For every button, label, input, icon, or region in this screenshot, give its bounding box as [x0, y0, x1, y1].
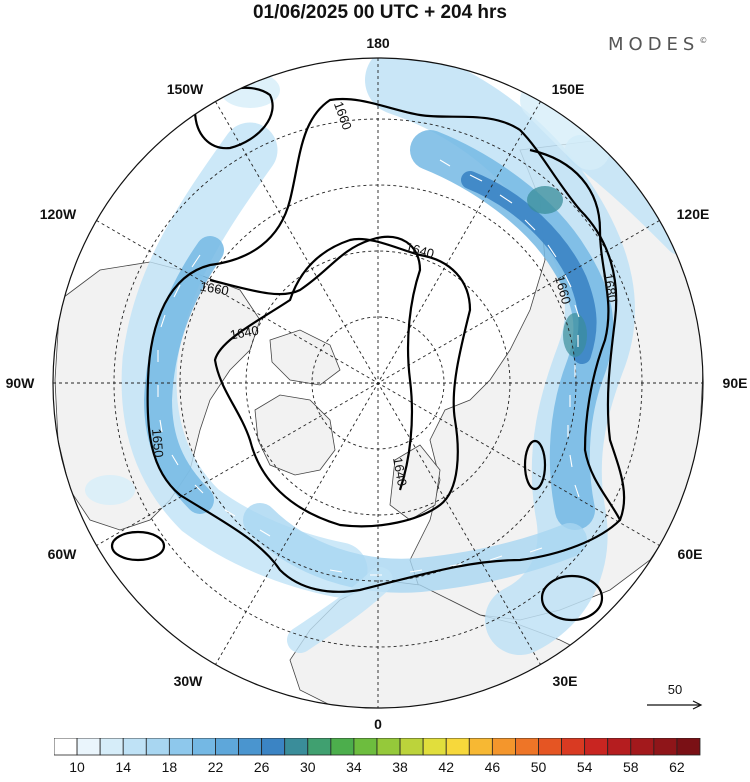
colorbar: 10141822263034384246505458626670	[54, 738, 701, 775]
colorbar-label: 26	[254, 759, 270, 775]
colorbar-swatch	[515, 738, 539, 756]
contour-labels: 1660 1660 1640 1640 1640 1660 1680 1650	[149, 100, 620, 488]
colorbar-label: 34	[346, 759, 362, 775]
colorbar-label: 10	[69, 759, 85, 775]
contour-1680	[529, 148, 621, 521]
lon-label-30e: 30E	[553, 673, 578, 689]
wind-speed-shading	[85, 58, 695, 655]
contour-label-1660-b: 1660	[199, 279, 230, 299]
contour-1640-middle	[209, 235, 422, 491]
map-title: 01/06/2025 00 UTC + 204 hrs	[252, 2, 508, 23]
map-border	[52, 57, 704, 709]
land-scandinavia	[389, 444, 441, 521]
lon-label-60e: 60E	[678, 546, 703, 562]
colorbar-swatch	[422, 738, 447, 756]
lon-label-60w: 60W	[48, 546, 78, 562]
lon-label-120w: 120W	[40, 206, 77, 222]
wind-vectors	[157, 159, 580, 576]
colorbar-swatches	[54, 738, 701, 756]
colorbar-swatch	[561, 738, 586, 756]
colorbar-label: 30	[300, 759, 316, 775]
colorbar-swatch	[376, 738, 401, 756]
colorbar-label: 14	[115, 759, 131, 775]
colorbar-label: 62	[669, 759, 685, 775]
graticule	[53, 58, 703, 708]
colorbar-label: 46	[485, 759, 501, 775]
land-arctic-islands	[269, 329, 341, 386]
colorbar-label: 50	[531, 759, 547, 775]
colorbar-swatch	[307, 738, 332, 756]
contour-label-1650: 1650	[149, 428, 166, 458]
colorbar-swatch	[145, 738, 170, 756]
colorbar-swatch	[353, 738, 378, 756]
colorbar-swatch	[491, 738, 516, 756]
vector-scale: 50	[647, 682, 703, 710]
colorbar-swatch	[468, 738, 493, 756]
lon-label-0: 0	[374, 716, 382, 732]
height-contours	[110, 86, 626, 622]
colorbar-swatch	[676, 738, 701, 756]
contour-label-1680: 1680	[600, 272, 620, 303]
colorbar-swatch	[168, 738, 193, 756]
colorbar-swatch	[538, 738, 562, 756]
contour-label-1660-c: 1660	[552, 274, 574, 306]
colorbar-label: 58	[623, 759, 639, 775]
colorbar-swatch	[122, 738, 147, 756]
colorbar-swatch	[238, 738, 263, 756]
colorbar-swatch	[653, 738, 678, 756]
colorbar-label: 42	[438, 759, 454, 775]
colorbar-swatch	[607, 738, 632, 756]
contour-label-1640-c: 1640	[390, 456, 410, 487]
colorbar-swatch	[584, 738, 609, 756]
lon-label-30w: 30W	[174, 673, 204, 689]
colorbar-swatch	[399, 738, 424, 756]
lon-label-180: 180	[366, 35, 390, 51]
colorbar-swatch	[192, 738, 216, 756]
longitude-labels: 180 150E 120E 90E 60E 30E 0 30W 60W 90W …	[6, 35, 748, 732]
colorbar-swatch	[445, 738, 470, 756]
lon-label-90w: 90W	[6, 375, 36, 391]
colorbar-swatch	[54, 738, 78, 756]
contour-1660-outer	[146, 97, 626, 593]
colorbar-label: 54	[577, 759, 593, 775]
land-greenland	[254, 394, 336, 476]
contour-label-1640-a: 1640	[229, 323, 260, 343]
colorbar-label: 22	[208, 759, 224, 775]
colorbar-swatch	[630, 738, 655, 756]
colorbar-labels: 10141822263034384246505458626670	[69, 759, 685, 775]
contour-label-1640-b: 1640	[404, 239, 436, 261]
colorbar-label: 38	[392, 759, 408, 775]
lon-label-150e: 150E	[552, 81, 585, 97]
modes-logo: MODES©	[608, 34, 708, 55]
colorbar-swatch	[99, 738, 124, 756]
colorbar-label: 18	[162, 759, 178, 775]
contour-1640-inner	[213, 237, 472, 528]
vector-scale-label: 50	[668, 682, 682, 697]
lon-label-150w: 150W	[167, 81, 204, 97]
map-content	[53, 58, 703, 708]
colorbar-swatch	[330, 738, 355, 756]
colorbar-swatch	[284, 738, 309, 756]
colorbar-swatch	[215, 738, 239, 756]
colorbar-swatch	[76, 738, 101, 756]
colorbar-swatch	[261, 738, 286, 756]
lon-label-90e: 90E	[723, 375, 748, 391]
lon-label-120e: 120E	[677, 206, 710, 222]
